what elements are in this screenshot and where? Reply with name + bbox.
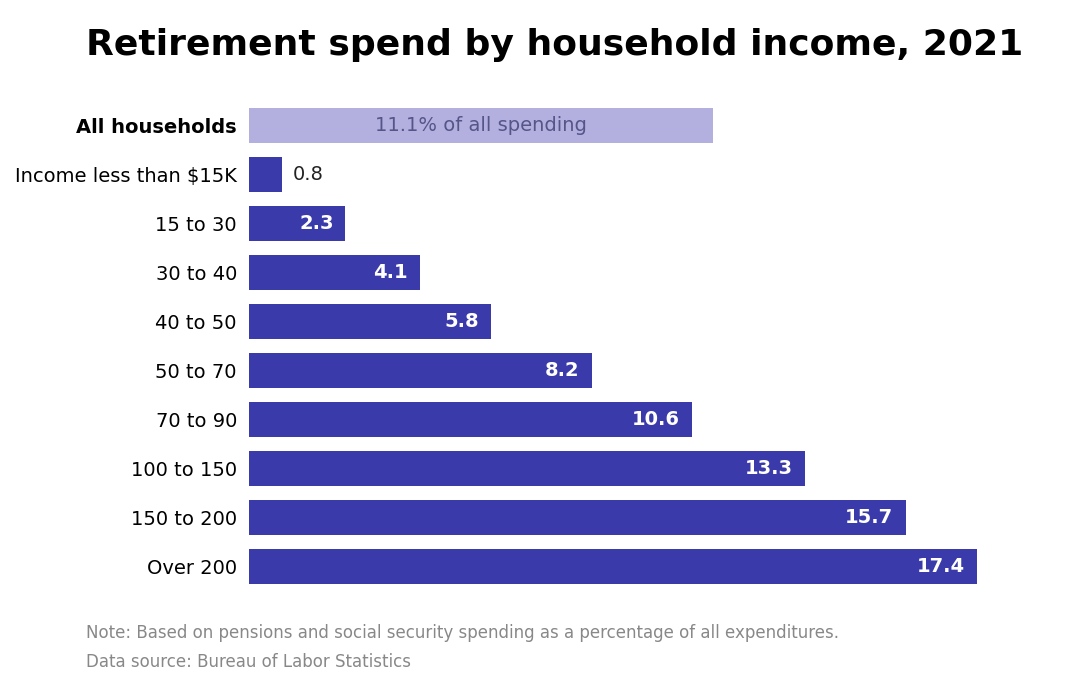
Bar: [248, 206, 345, 242]
Bar: [248, 304, 491, 339]
Text: 13.3: 13.3: [745, 459, 793, 478]
Text: Note: Based on pensions and social security spending as a percentage of all expe: Note: Based on pensions and social secur…: [86, 624, 839, 671]
Bar: [248, 500, 906, 535]
Text: 2.3: 2.3: [300, 214, 335, 233]
Text: 5.8: 5.8: [444, 312, 478, 331]
Text: 4.1: 4.1: [373, 263, 408, 282]
Bar: [248, 549, 977, 584]
Bar: [248, 402, 692, 437]
Text: 8.2: 8.2: [544, 361, 579, 380]
Text: 17.4: 17.4: [917, 557, 964, 576]
Text: 10.6: 10.6: [632, 410, 680, 429]
Bar: [248, 255, 420, 290]
Text: 15.7: 15.7: [846, 508, 893, 527]
Bar: [248, 157, 282, 192]
Bar: [248, 108, 714, 143]
Bar: [248, 353, 592, 388]
Text: 0.8: 0.8: [293, 165, 324, 184]
Text: Retirement spend by household income, 2021: Retirement spend by household income, 20…: [86, 28, 1024, 62]
Bar: [248, 450, 806, 486]
Text: 11.1% of all spending: 11.1% of all spending: [375, 116, 586, 135]
